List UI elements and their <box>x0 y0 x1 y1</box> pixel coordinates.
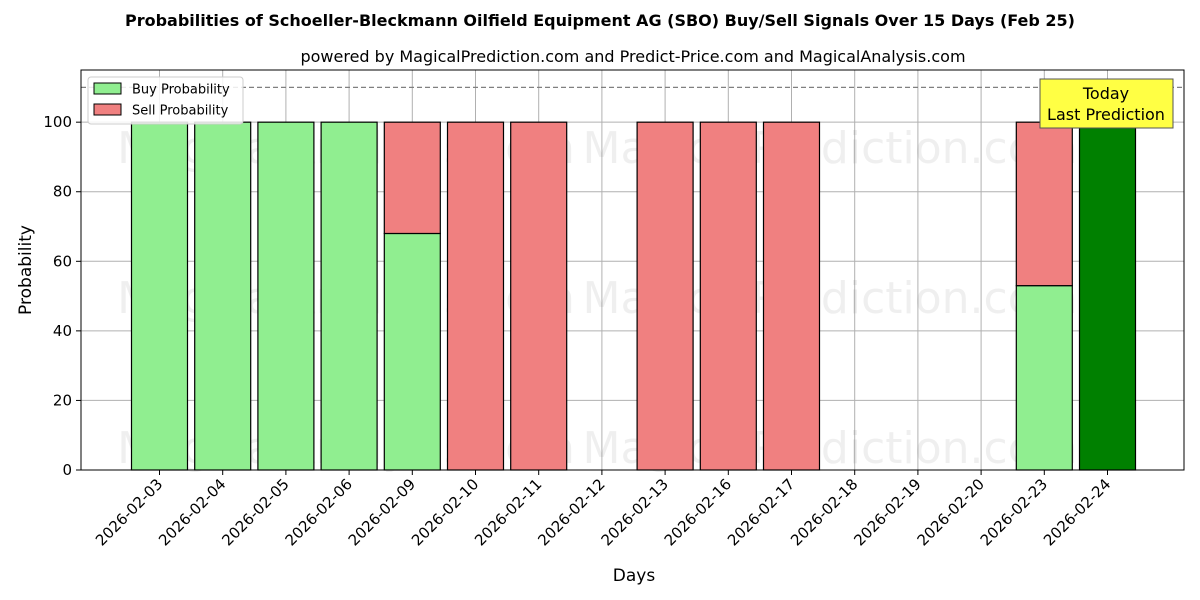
y-tick-label: 80 <box>53 183 72 201</box>
bar-sell <box>762 121 821 471</box>
y-tick-label: 20 <box>53 391 72 409</box>
x-tick-label: 2026-02-04 <box>155 475 229 549</box>
x-axis-label: Days <box>613 566 656 586</box>
bar-buy <box>1078 121 1137 471</box>
x-axis-ticks: 2026-02-032026-02-042026-02-052026-02-06… <box>92 470 1114 549</box>
x-tick-label: 2026-02-13 <box>598 475 672 549</box>
plot-frame <box>80 69 1185 471</box>
y-axis-label: Probability <box>16 225 36 315</box>
y-tick-label: 60 <box>53 252 72 270</box>
x-tick-label: 2026-02-09 <box>345 475 419 549</box>
chart-title: Probabilities of Schoeller-Bleckmann Oil… <box>125 11 1075 30</box>
today-label-line2: Last Prediction <box>1047 105 1165 124</box>
x-tick-label: 2026-02-12 <box>534 475 608 549</box>
x-tick-label: 2026-02-17 <box>724 475 798 549</box>
x-tick-label: 2026-02-05 <box>218 475 292 549</box>
x-tick-label: 2026-02-06 <box>282 475 356 549</box>
today-annotation: Today Last Prediction <box>1039 78 1174 129</box>
bar-buy <box>320 121 378 471</box>
bar-sell <box>510 121 568 471</box>
x-tick-label: 2026-02-20 <box>914 475 988 549</box>
x-tick-label: 2026-02-16 <box>661 475 735 549</box>
x-tick-label: 2026-02-24 <box>1040 475 1114 549</box>
legend-swatch <box>93 103 122 116</box>
bar-sell <box>636 121 694 471</box>
x-tick-label: 2026-02-03 <box>92 475 166 549</box>
legend-label: Buy Probability <box>132 83 230 98</box>
bar-buy <box>257 121 315 471</box>
legend-box <box>87 76 244 125</box>
legend: Buy Probability Sell Probability <box>87 76 244 125</box>
bar-sell <box>1015 121 1073 287</box>
legend-swatch <box>93 82 122 95</box>
bar-buy <box>194 121 252 471</box>
x-tick-label: 2026-02-19 <box>850 475 924 549</box>
chart-subtitle: powered by MagicalPrediction.com and Pre… <box>300 47 965 66</box>
today-label-box <box>1039 78 1174 129</box>
bar-buy <box>383 232 441 471</box>
today-label-line1: Today <box>1082 84 1129 103</box>
bar-buy <box>1015 285 1073 471</box>
bars <box>130 121 1137 471</box>
x-tick-label: 2026-02-10 <box>408 475 482 549</box>
bar-sell <box>383 121 441 235</box>
y-tick-label: 40 <box>53 322 72 340</box>
bar-buy <box>130 121 189 471</box>
y-tick-label: 0 <box>62 461 72 479</box>
x-tick-label: 2026-02-18 <box>787 475 861 549</box>
x-tick-label: 2026-02-23 <box>977 475 1051 549</box>
y-tick-label: 100 <box>43 113 72 131</box>
bar-sell <box>446 121 505 471</box>
y-axis-ticks: 0 20 40 60 80 100 <box>43 113 81 479</box>
bar-sell <box>699 121 757 471</box>
x-tick-label: 2026-02-11 <box>471 475 545 549</box>
legend-label: Sell Probability <box>132 104 229 119</box>
